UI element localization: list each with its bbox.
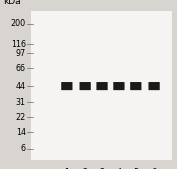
FancyBboxPatch shape <box>96 82 108 90</box>
Text: 3: 3 <box>99 168 105 169</box>
Text: 2: 2 <box>83 168 88 169</box>
Text: 116: 116 <box>11 40 26 49</box>
FancyBboxPatch shape <box>149 82 160 90</box>
Text: 44: 44 <box>16 82 26 91</box>
Text: 6: 6 <box>21 144 26 153</box>
FancyBboxPatch shape <box>61 82 73 90</box>
Text: 22: 22 <box>15 113 26 122</box>
Text: 200: 200 <box>11 19 26 28</box>
Text: 97: 97 <box>15 49 26 58</box>
Text: kDa: kDa <box>4 0 21 6</box>
FancyBboxPatch shape <box>130 82 141 90</box>
Text: 6: 6 <box>152 168 157 169</box>
Text: 1: 1 <box>64 168 69 169</box>
FancyBboxPatch shape <box>113 82 125 90</box>
Text: 4: 4 <box>116 168 121 169</box>
Bar <box>31 11 172 160</box>
Text: 66: 66 <box>16 64 26 73</box>
Text: 5: 5 <box>133 168 138 169</box>
FancyBboxPatch shape <box>79 82 91 90</box>
Text: 31: 31 <box>16 98 26 107</box>
Text: 14: 14 <box>16 128 26 137</box>
